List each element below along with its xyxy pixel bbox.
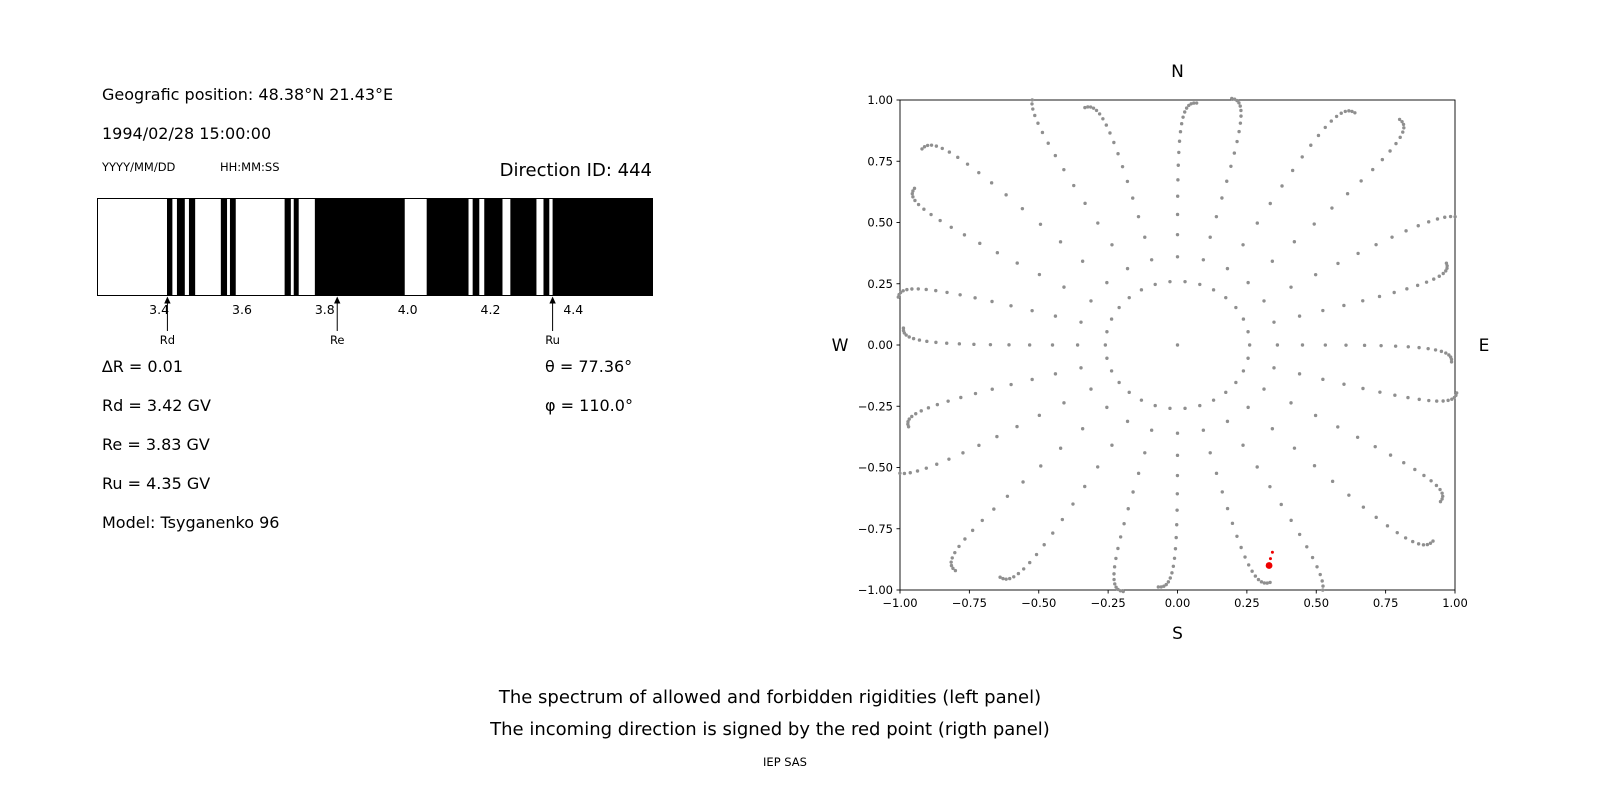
svg-text:3.8: 3.8 xyxy=(315,302,335,317)
svg-text:−0.25: −0.25 xyxy=(1091,596,1126,610)
svg-text:−0.75: −0.75 xyxy=(952,596,987,610)
param-ru: Ru = 4.35 GV xyxy=(102,474,211,493)
svg-text:1.00: 1.00 xyxy=(867,93,893,107)
svg-text:0.50: 0.50 xyxy=(1303,596,1329,610)
svg-text:4.0: 4.0 xyxy=(398,302,418,317)
svg-text:Rd: Rd xyxy=(160,333,175,347)
svg-text:4.2: 4.2 xyxy=(481,302,501,317)
svg-text:4.4: 4.4 xyxy=(563,302,583,317)
geo-position-text: Geografic position: 48.38°N 21.43°E xyxy=(102,85,394,104)
svg-text:−0.25: −0.25 xyxy=(858,399,893,413)
param-theta: θ = 77.36° xyxy=(545,357,633,376)
rigidity-spectrum-chart: 3.4 3.6 3.8 4.0 4.2 4.4 Rd Re Ru xyxy=(97,198,653,350)
rigidity-spectrum-svg: 3.4 3.6 3.8 4.0 4.2 4.4 Rd Re Ru xyxy=(97,198,653,347)
svg-text:S: S xyxy=(1172,624,1183,644)
svg-text:Re: Re xyxy=(330,333,345,347)
svg-text:−0.50: −0.50 xyxy=(858,461,893,475)
svg-text:0.75: 0.75 xyxy=(1373,596,1399,610)
param-model: Model: Tsyganenko 96 xyxy=(102,513,280,532)
svg-text:E: E xyxy=(1479,336,1490,356)
credit-text: IEP SAS xyxy=(763,755,807,769)
date-format-label: YYYY/MM/DD xyxy=(102,160,176,174)
svg-text:−0.75: −0.75 xyxy=(858,522,893,536)
svg-text:−1.00: −1.00 xyxy=(882,596,917,610)
svg-text:3.6: 3.6 xyxy=(232,302,252,317)
caption-line-1: The spectrum of allowed and forbidden ri… xyxy=(498,687,1042,708)
svg-text:0.00: 0.00 xyxy=(867,338,893,352)
svg-text:0.50: 0.50 xyxy=(867,216,893,230)
svg-text:−0.50: −0.50 xyxy=(1021,596,1056,610)
svg-text:0.75: 0.75 xyxy=(867,154,893,168)
param-delta-r: ∆R = 0.01 xyxy=(102,357,184,376)
datetime-text: 1994/02/28 15:00:00 xyxy=(102,124,272,143)
svg-text:W: W xyxy=(832,336,849,356)
direction-id-text: Direction ID: 444 xyxy=(499,160,652,181)
svg-text:−1.00: −1.00 xyxy=(858,583,893,597)
caption-line-2: The incoming direction is signed by the … xyxy=(490,719,1050,740)
time-format-label: HH:MM:SS xyxy=(220,160,280,174)
svg-text:Ru: Ru xyxy=(545,333,560,347)
direction-map-svg: −1.00−1.00 −0.75 −0.75 −0.50 −0.50 −0.25 −0.25… xyxy=(832,62,1490,644)
svg-text:N: N xyxy=(1171,62,1184,82)
svg-text:1.00: 1.00 xyxy=(1442,596,1468,610)
param-phi: φ = 110.0° xyxy=(545,396,633,415)
svg-text:0.00: 0.00 xyxy=(1165,596,1191,610)
svg-text:0.25: 0.25 xyxy=(867,277,893,291)
param-rd: Rd = 3.42 GV xyxy=(102,396,211,415)
svg-text:0.25: 0.25 xyxy=(1234,596,1260,610)
direction-map-chart: −1.00 −1.00 −0.75 −0.75 −0.50 −0.50 −0.25 −0.25… xyxy=(828,48,1518,648)
param-re: Re = 3.83 GV xyxy=(102,435,210,454)
svg-text:3.4: 3.4 xyxy=(149,302,169,317)
